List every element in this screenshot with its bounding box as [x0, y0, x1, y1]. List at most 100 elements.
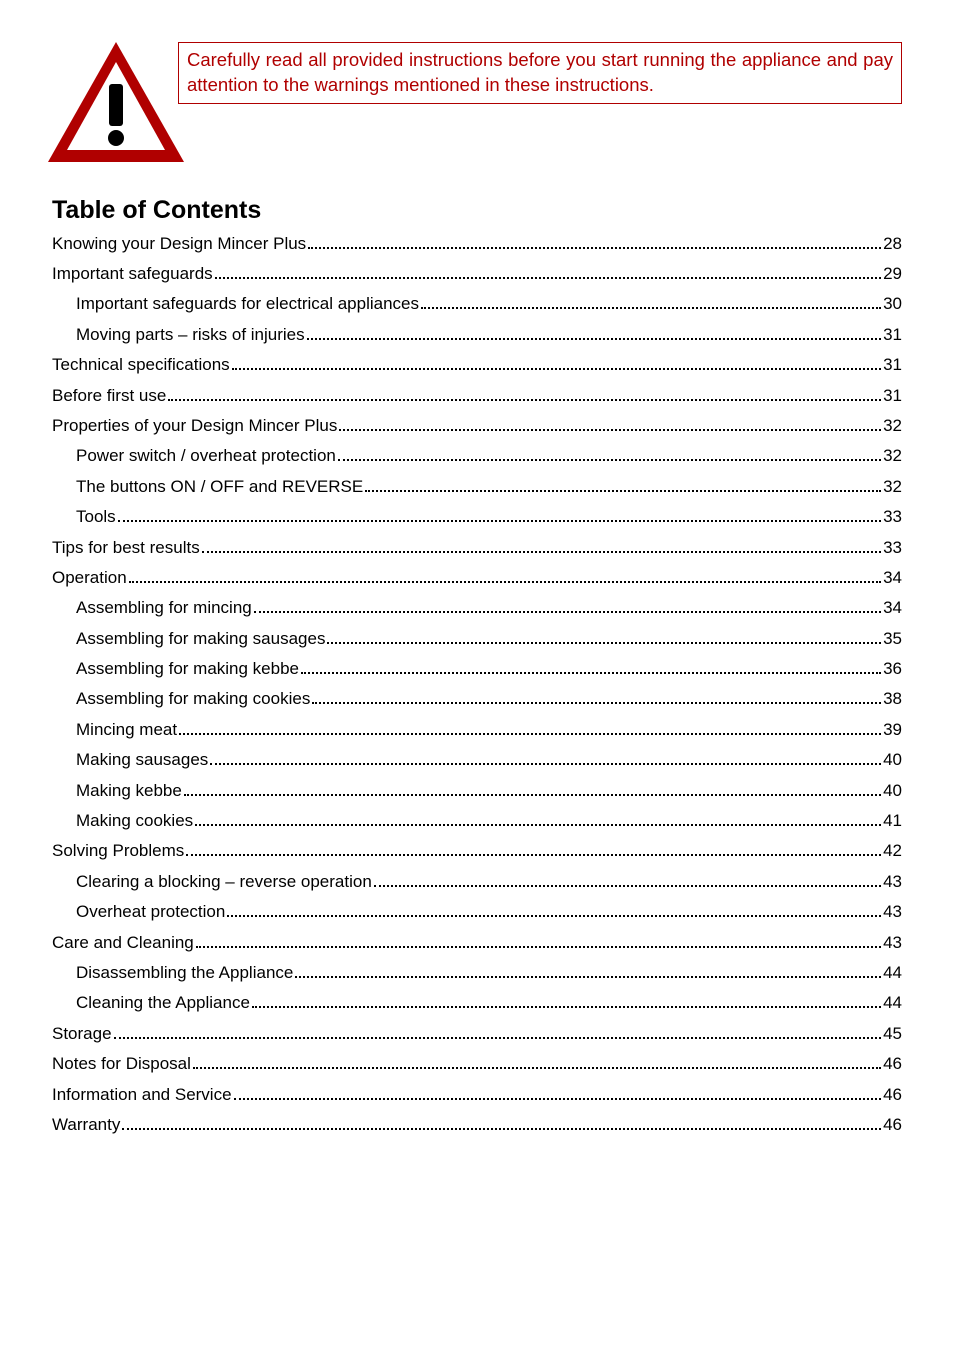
toc-leader — [227, 902, 881, 918]
toc-list: Knowing your Design Mincer Plus28 Import… — [52, 233, 902, 1133]
toc-entry: Moving parts – risks of injuries 31 — [52, 324, 902, 343]
toc-page: 29 — [883, 265, 902, 282]
toc-leader — [339, 415, 881, 431]
toc-label: Important safeguards for electrical appl… — [76, 295, 419, 312]
toc-page: 43 — [883, 934, 902, 951]
toc-leader — [295, 962, 881, 978]
toc-label: Power switch / overheat protection — [76, 447, 336, 464]
toc-entry: Knowing your Design Mincer Plus28 — [52, 233, 902, 252]
toc-page: 44 — [883, 964, 902, 981]
toc-label: Tips for best results — [52, 539, 200, 556]
toc-page: 31 — [883, 326, 902, 343]
toc-leader — [193, 1054, 881, 1070]
toc-leader — [179, 719, 881, 735]
toc-leader — [338, 446, 881, 462]
toc-leader — [118, 507, 881, 523]
toc-entry: Disassembling the Appliance44 — [52, 962, 902, 981]
toc-label: Assembling for making kebbe — [76, 660, 299, 677]
toc-entry: Making cookies 41 — [52, 810, 902, 829]
toc-entry: Cleaning the Appliance44 — [52, 993, 902, 1012]
toc-label: Information and Service — [52, 1086, 232, 1103]
toc-leader — [196, 932, 881, 948]
toc-page: 46 — [883, 1086, 902, 1103]
toc-page: 46 — [883, 1116, 902, 1133]
toc-leader — [234, 1084, 882, 1100]
toc-label: Warranty — [52, 1116, 120, 1133]
toc-page: 32 — [883, 478, 902, 495]
toc-entry: Assembling for mincing 34 — [52, 598, 902, 617]
toc-label: Moving parts – risks of injuries — [76, 326, 305, 343]
toc-leader — [210, 750, 881, 766]
toc-entry: Tips for best results33 — [52, 537, 902, 556]
toc-entry: Notes for Disposal 46 — [52, 1054, 902, 1073]
toc-entry: Tools33 — [52, 507, 902, 526]
toc-leader — [184, 780, 881, 796]
toc-page: 40 — [883, 751, 902, 768]
toc-label: Notes for Disposal — [52, 1055, 191, 1072]
toc-page: 42 — [883, 842, 902, 859]
toc-page: 41 — [883, 812, 902, 829]
warning-text: Carefully read all provided instructions… — [178, 42, 902, 104]
toc-leader — [307, 324, 881, 340]
toc-label: Properties of your Design Mincer Plus — [52, 417, 337, 434]
toc-label: Assembling for making sausages — [76, 630, 325, 647]
toc-entry: Storage 45 — [52, 1023, 902, 1042]
toc-page: 45 — [883, 1025, 902, 1042]
toc-entry: Important safeguards for electrical appl… — [52, 294, 902, 313]
toc-leader — [254, 598, 881, 614]
toc-page: 34 — [883, 569, 902, 586]
toc-page: 32 — [883, 447, 902, 464]
toc-label: Cleaning the Appliance — [76, 994, 250, 1011]
toc-leader — [186, 841, 881, 857]
toc-entry: Important safeguards29 — [52, 263, 902, 282]
toc-leader — [232, 355, 881, 371]
toc-entry: Technical specifications 31 — [52, 355, 902, 374]
toc-leader — [252, 993, 881, 1009]
toc-entry: Making sausages 40 — [52, 750, 902, 769]
toc-entry: Making kebbe40 — [52, 780, 902, 799]
toc-entry: Clearing a blocking – reverse operation4… — [52, 871, 902, 890]
toc-label: Operation — [52, 569, 127, 586]
toc-label: Making sausages — [76, 751, 208, 768]
toc-leader — [168, 385, 881, 401]
toc-entry: Properties of your Design Mincer Plus32 — [52, 415, 902, 434]
toc-page: 35 — [883, 630, 902, 647]
toc-page: 34 — [883, 599, 902, 616]
toc-entry: Before first use31 — [52, 385, 902, 404]
toc-page: 38 — [883, 690, 902, 707]
toc-page: 31 — [883, 387, 902, 404]
toc-page: 46 — [883, 1055, 902, 1072]
toc-leader — [122, 1114, 881, 1130]
toc-leader — [312, 689, 881, 705]
toc-entry: Warranty 46 — [52, 1114, 902, 1133]
toc-leader — [129, 567, 881, 583]
toc-label: Mincing meat — [76, 721, 177, 738]
toc-page: 30 — [883, 295, 902, 312]
toc-leader — [374, 871, 881, 887]
toc-entry: Power switch / overheat protection 32 — [52, 446, 902, 465]
toc-label: Assembling for mincing — [76, 599, 252, 616]
toc-title: Table of Contents — [52, 196, 902, 225]
toc-entry: Information and Service 46 — [52, 1084, 902, 1103]
toc-label: Technical specifications — [52, 356, 230, 373]
toc-page: 43 — [883, 873, 902, 890]
toc-label: Making cookies — [76, 812, 193, 829]
toc-page: 43 — [883, 903, 902, 920]
toc-entry: Assembling for making kebbe 36 — [52, 658, 902, 677]
toc-label: Solving Problems — [52, 842, 184, 859]
toc-entry: Mincing meat39 — [52, 719, 902, 738]
toc-leader — [215, 263, 881, 279]
warning-box: Carefully read all provided instructions… — [52, 40, 902, 168]
toc-page: 36 — [883, 660, 902, 677]
toc-page: 31 — [883, 356, 902, 373]
toc-entry: Solving Problems 42 — [52, 841, 902, 860]
toc-leader — [421, 294, 881, 310]
toc-label: Storage — [52, 1025, 112, 1042]
toc-entry: Assembling for making cookies38 — [52, 689, 902, 708]
toc-label: Care and Cleaning — [52, 934, 194, 951]
toc-page: 33 — [883, 508, 902, 525]
toc-leader — [308, 233, 881, 249]
toc-entry: Assembling for making sausages 35 — [52, 628, 902, 647]
toc-page: 40 — [883, 782, 902, 799]
toc-leader — [202, 537, 881, 553]
